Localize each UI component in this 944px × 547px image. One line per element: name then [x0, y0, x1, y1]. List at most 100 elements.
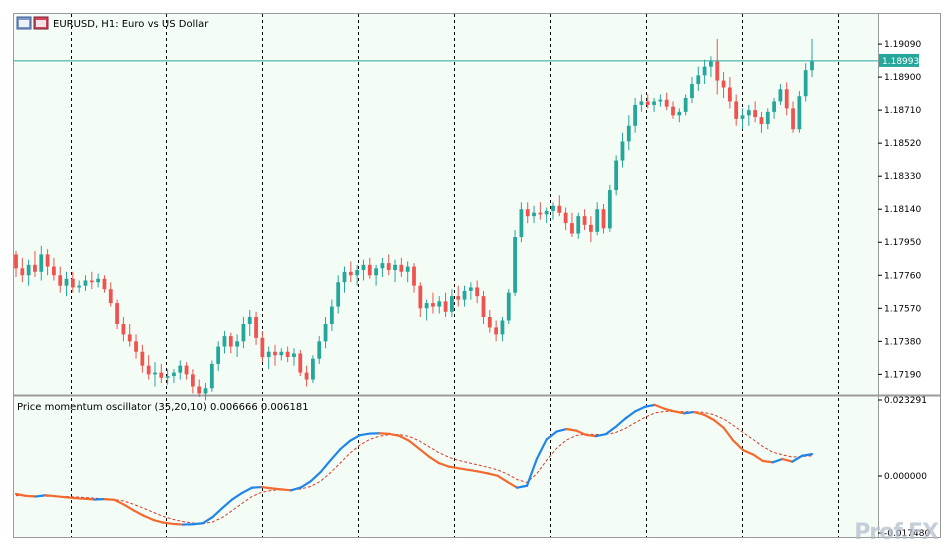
oscillator-segment [270, 487, 283, 491]
candle-body [52, 266, 56, 276]
oscillator-segment [14, 492, 27, 497]
oscillator-segment [407, 439, 421, 450]
oscillator-segment [309, 470, 322, 483]
candle-body [266, 351, 271, 357]
oscillator-segment [358, 432, 371, 437]
candle-body [481, 296, 486, 317]
candlestick-series [14, 38, 814, 401]
candle-body [690, 84, 694, 98]
candle-body [298, 353, 303, 373]
oscillator-segment [525, 457, 538, 487]
price-tick-label: 1.17760 [884, 271, 921, 281]
candle-body [235, 341, 240, 347]
candle-body [374, 268, 378, 276]
candle-body [601, 209, 606, 229]
price-axis: 1.19090 1.18900 1.18710 1.18520 1.18330 1.181… [878, 40, 921, 380]
oscillator-segment [44, 494, 57, 498]
candle-body [33, 264, 37, 272]
candle-body [664, 99, 669, 107]
candle-body [683, 97, 688, 112]
oscillator-segment [742, 449, 755, 456]
candle-body [658, 99, 663, 102]
candle-body [494, 327, 499, 335]
oscillator-axis: 0.023291 0.000000 -0.017480 [878, 396, 930, 539]
oscillator-segment [73, 497, 86, 500]
candle-body [810, 61, 814, 71]
candle-body [159, 372, 164, 378]
candle-body [418, 285, 423, 309]
candle-body [127, 334, 132, 342]
candle-body [58, 275, 63, 286]
candle-body [190, 374, 195, 387]
candle-body [570, 223, 574, 234]
price-tick-label: 1.19090 [884, 40, 921, 50]
candle-body [740, 115, 745, 119]
oscillator-segment [231, 491, 244, 501]
candle-body [538, 212, 543, 215]
candle-body [715, 61, 720, 81]
candle-body [557, 205, 562, 213]
price-tick-label: 1.18140 [884, 205, 921, 215]
oscillator-segment [575, 429, 588, 436]
oscillator-segment [142, 514, 155, 522]
osc-tick-label: 0.000000 [884, 472, 927, 482]
oscillator-segment [801, 453, 814, 457]
candle-body [70, 278, 75, 288]
symbol-icon [16, 16, 49, 30]
oscillator-segment [545, 430, 558, 441]
candle-body [652, 101, 656, 105]
candle-body [551, 205, 555, 211]
oscillator-segment [427, 455, 440, 465]
candle-body [721, 80, 726, 88]
oscillator-segment [506, 480, 519, 489]
oscillator-segment [594, 433, 607, 438]
candle-body [348, 271, 353, 276]
candle-body [759, 117, 764, 125]
oscillator-segment [447, 465, 460, 470]
candle-body [500, 320, 505, 335]
oscillator-segment [643, 403, 656, 408]
candle-body [115, 303, 119, 324]
oscillator-segment [614, 417, 627, 429]
oscillator-segment [64, 496, 77, 500]
oscillator-segment [683, 410, 696, 415]
candle-body [405, 266, 410, 272]
oscillator-segment [457, 467, 470, 471]
candle-body [153, 372, 157, 375]
oscillator-segment [751, 453, 764, 463]
oscillator-segment [466, 468, 479, 473]
candle-body [102, 278, 107, 290]
oscillator-segment [250, 485, 263, 489]
candle-body [639, 101, 644, 105]
oscillator-segment [486, 472, 499, 477]
main-chart-area[interactable] [13, 13, 878, 394]
watermark-logo: Prof.FX [854, 520, 939, 545]
price-tick-label: 1.18900 [884, 73, 921, 83]
candle-body [424, 303, 429, 309]
candle-body [778, 89, 783, 102]
oscillator-segment [791, 454, 804, 463]
price-tick-label: 1.18330 [884, 172, 921, 182]
price-tick-label: 1.17190 [884, 370, 921, 380]
candle-body [468, 287, 473, 291]
candle-body [412, 266, 416, 286]
oscillator-segment [103, 498, 116, 501]
candle-body [576, 216, 581, 234]
candle-body [311, 358, 315, 380]
candle-body [431, 303, 435, 307]
candle-body [475, 287, 480, 297]
oscillator-segment [172, 522, 185, 526]
candle-body [254, 316, 258, 338]
candle-body [96, 278, 101, 283]
candle-body [285, 351, 290, 357]
oscillator-segment [673, 410, 686, 415]
oscillator-segment [280, 488, 293, 492]
price-tick-label: 1.17380 [884, 337, 921, 347]
oscillator-segment [496, 474, 509, 483]
candle-body [222, 336, 227, 347]
candle-body [677, 111, 682, 116]
oscillator-area[interactable] [13, 397, 878, 538]
candle-body [14, 254, 18, 269]
oscillator-segment [349, 434, 362, 442]
